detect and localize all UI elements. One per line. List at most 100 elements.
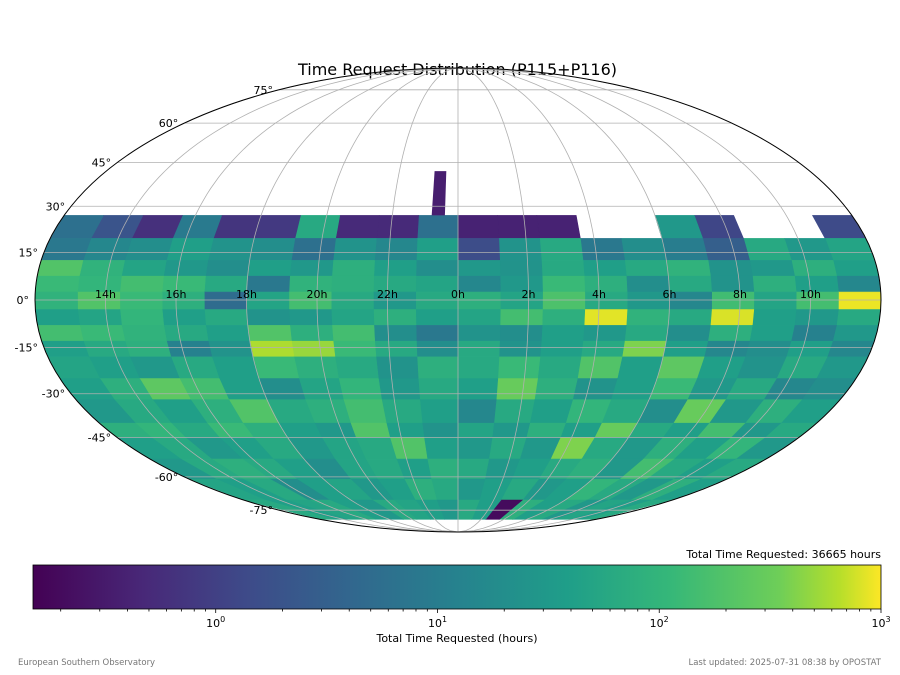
dec-tick-label: 0° (17, 294, 30, 307)
heatmap-cell (121, 260, 167, 277)
heatmap-cell (330, 291, 374, 310)
ra-tick-label: 22h (377, 288, 398, 301)
heatmap-cell (249, 238, 296, 261)
heatmap-cell (35, 291, 78, 310)
heatmap-cell (416, 356, 459, 379)
heatmap-cell (499, 260, 543, 277)
heatmap-cell (342, 399, 387, 424)
heatmap-cell (580, 238, 626, 261)
heatmap-cell (457, 325, 501, 342)
dec-tick-label: -75° (250, 504, 273, 517)
heatmap-cell (662, 340, 709, 358)
heatmap-cell (417, 378, 459, 401)
heatmap-cell (35, 275, 80, 293)
heatmap-cell (621, 340, 667, 358)
heatmap-cell (525, 422, 566, 438)
heatmap-cell (161, 309, 207, 326)
heatmap-cell (577, 356, 623, 379)
ra-tick-label: 2h (522, 288, 536, 301)
heatmap-cell (331, 325, 376, 342)
heatmap-cell (457, 422, 495, 438)
heatmap-cell (373, 325, 417, 342)
dec-tick-label: 60° (159, 117, 179, 130)
heatmap-cell (624, 260, 669, 277)
colorbar-label: Total Time Requested (hours) (375, 632, 537, 645)
colorbar-ticks: 100 101 102 103 (60, 609, 891, 630)
heatmap-cell (790, 325, 837, 342)
heatmap-cell (373, 309, 417, 326)
heatmap-cell (457, 458, 490, 480)
heatmap-cell (119, 275, 164, 293)
map-outline (34, 67, 882, 533)
heatmap-cell (166, 340, 213, 358)
ra-tick-label: 6h (663, 288, 677, 301)
heatmap-cell (205, 260, 250, 277)
heatmap-cell (582, 260, 627, 277)
heatmap-cell (654, 215, 704, 239)
heatmap-cell (246, 309, 291, 326)
heatmap-cell (415, 238, 459, 261)
dec-tick-label: -15° (15, 342, 38, 355)
heatmap-cell (37, 325, 84, 342)
heatmap-cell (541, 275, 586, 293)
heatmap-cell (491, 422, 531, 438)
heatmap-cell (431, 171, 447, 216)
heatmap-cell (616, 356, 664, 379)
ra-tick-label: 14h (95, 288, 116, 301)
heatmap-cell (498, 238, 542, 261)
heatmap-cell (703, 340, 750, 358)
heatmap-cell (751, 309, 797, 326)
heatmap-cell (119, 309, 165, 326)
heatmap-cell (661, 238, 709, 261)
heatmap-cell (749, 260, 795, 277)
heatmap-cell (620, 238, 667, 261)
heatmap-cell (497, 215, 540, 239)
colorbar-tick-label: 101 (428, 615, 447, 630)
heatmap-cell (211, 356, 260, 379)
heatmap-cell (338, 378, 382, 401)
heatmap-cell (249, 340, 295, 358)
heatmap-cell (832, 260, 880, 277)
ra-tick-label: 16h (166, 288, 187, 301)
heatmap-cell (457, 340, 500, 358)
heatmap-cell (82, 238, 133, 261)
heatmap-cell (457, 399, 497, 424)
heatmap-cell (744, 340, 792, 358)
heatmap-cell (247, 325, 292, 342)
heatmap-cell (794, 309, 839, 326)
heatmap-cell (457, 215, 500, 239)
heatmap-cell (559, 422, 602, 438)
heatmap-cell (378, 378, 421, 401)
graticule (35, 68, 881, 532)
heatmap-cell (415, 260, 459, 277)
heatmap-cell (572, 378, 618, 401)
heatmap-cell (415, 325, 459, 342)
heatmap-cell (625, 309, 670, 326)
dec-tick-labels: 75° 60° 45° 30° 15° 0° -15° -30° -45° -60° -75° (15, 84, 273, 517)
heatmap-cells (35, 171, 881, 520)
heatmap-cell (836, 275, 881, 293)
heatmap-cell (497, 356, 541, 379)
heatmap-cell (419, 399, 459, 424)
heatmap-cell (350, 422, 391, 438)
heatmap-cell (165, 238, 214, 261)
heatmap-cell (539, 340, 584, 358)
heatmap-cell (666, 260, 711, 277)
heatmap-cell (205, 325, 251, 342)
heatmap-cell (79, 325, 126, 342)
heatmap-cell (124, 340, 172, 358)
footer-updated: Last updated: 2025-07-31 08:38 by OPOSTA… (688, 658, 881, 668)
heatmap-cell (495, 378, 538, 401)
colorbar-tick-label: 100 (206, 615, 225, 630)
heatmap-cell (457, 356, 500, 379)
heatmap-cell (332, 340, 377, 358)
heatmap-cell (119, 291, 163, 310)
dec-tick-label: -60° (155, 471, 178, 484)
dec-tick-label: 45° (92, 157, 112, 170)
ra-tick-label: 0h (451, 288, 465, 301)
heatmap-cell (667, 309, 712, 326)
footer-organization: European Southern Observatory (18, 658, 156, 668)
heatmap-cell (499, 325, 543, 342)
heatmap-cell (385, 422, 425, 438)
heatmap-cell (423, 437, 459, 460)
